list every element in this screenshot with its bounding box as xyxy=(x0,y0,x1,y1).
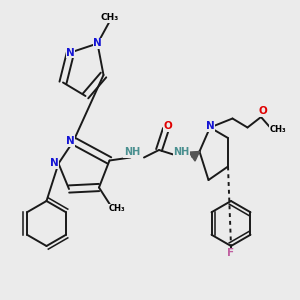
Text: CH₃: CH₃ xyxy=(100,14,118,22)
Text: N: N xyxy=(66,136,75,146)
Text: NH: NH xyxy=(173,147,190,157)
Text: O: O xyxy=(163,121,172,131)
Text: N: N xyxy=(50,158,58,169)
Text: CH₃: CH₃ xyxy=(109,204,125,213)
Text: N: N xyxy=(206,121,214,131)
Text: NH: NH xyxy=(124,147,140,157)
Text: CH₃: CH₃ xyxy=(269,124,286,134)
Text: F: F xyxy=(227,248,235,259)
Text: O: O xyxy=(258,106,267,116)
Polygon shape xyxy=(189,152,200,161)
Text: N: N xyxy=(66,47,75,58)
Text: N: N xyxy=(93,38,102,49)
